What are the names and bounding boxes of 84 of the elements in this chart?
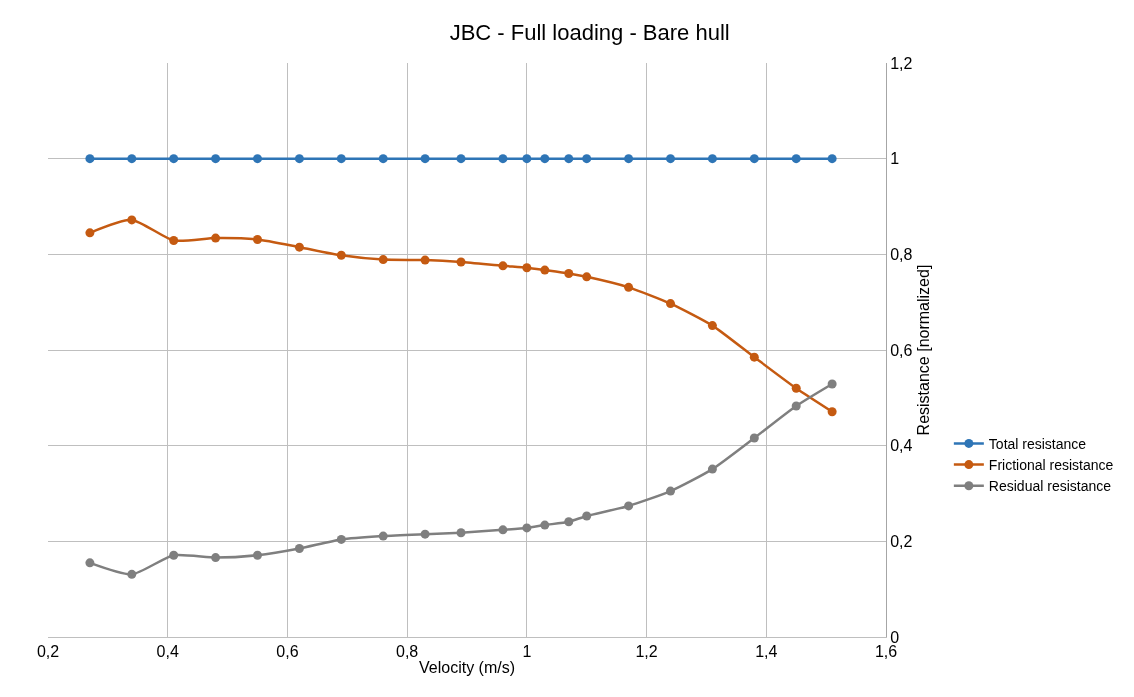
- point: [253, 154, 262, 164]
- legend-label: Total resistance: [988, 435, 1087, 452]
- x-tick-label: 0,2: [36, 643, 60, 661]
- point: [707, 321, 717, 331]
- point: [564, 268, 574, 278]
- x-tick-label: 1: [522, 643, 532, 661]
- y2-tick-label: 0: [890, 628, 900, 646]
- point: [749, 433, 759, 443]
- point: [211, 154, 221, 164]
- y2-axis-title: Resistance [normalized]: [915, 264, 933, 436]
- point: [540, 520, 550, 530]
- point: [336, 534, 346, 544]
- point: [624, 154, 634, 164]
- legend-label: Residual resistance: [988, 478, 1112, 495]
- point: [666, 486, 676, 496]
- point: [582, 511, 592, 521]
- point: [624, 282, 634, 292]
- y2-tick-label: 1: [890, 150, 900, 168]
- point: [127, 154, 137, 164]
- point: [666, 299, 676, 309]
- point: [749, 352, 759, 362]
- point: [582, 154, 592, 164]
- point: [378, 255, 388, 265]
- y2-tick-label: 0,2: [890, 532, 913, 550]
- x-tick-label: 0,8: [396, 643, 419, 661]
- point: [827, 407, 837, 417]
- y2-tick-label: 1,2: [890, 54, 913, 72]
- point: [456, 257, 466, 267]
- point: [294, 544, 304, 554]
- point: [420, 154, 430, 164]
- point: [420, 255, 430, 265]
- point: [253, 550, 262, 560]
- x-tick-label: 1,2: [635, 643, 658, 661]
- legend-label: Frictional resistance: [988, 457, 1114, 474]
- point: [169, 154, 179, 164]
- point: [666, 154, 676, 164]
- point: [456, 528, 466, 538]
- point: [707, 464, 717, 474]
- point: [253, 235, 262, 245]
- point: [336, 154, 346, 164]
- point: [169, 235, 179, 245]
- point: [827, 379, 837, 389]
- x-tick-label: 1,6: [874, 643, 898, 661]
- point: [498, 525, 508, 535]
- point: [211, 553, 221, 563]
- point: [85, 558, 95, 568]
- point: [378, 154, 388, 164]
- point: [540, 154, 550, 164]
- point: [791, 401, 801, 411]
- point: [85, 154, 95, 164]
- point: [294, 154, 304, 164]
- point: [169, 550, 179, 560]
- point: [522, 523, 532, 533]
- point: [791, 383, 801, 393]
- point: [540, 265, 550, 275]
- point: [420, 529, 430, 539]
- point: [749, 154, 759, 164]
- x-tick-label: 1,4: [755, 643, 778, 661]
- point: [624, 501, 634, 511]
- x-tick-label: 0,6: [276, 643, 299, 661]
- point: [791, 154, 801, 164]
- point: [294, 242, 304, 252]
- point: [378, 531, 388, 541]
- point: [582, 272, 592, 282]
- x-axis-title: Velocity (m/s): [418, 658, 516, 676]
- point: [522, 154, 532, 164]
- point: [498, 261, 508, 271]
- point: [85, 228, 95, 238]
- y2-tick-label: 0,8: [890, 245, 913, 263]
- x-tick-label: 0,4: [156, 643, 179, 661]
- point: [336, 250, 346, 260]
- point: [707, 154, 717, 164]
- point: [127, 215, 137, 225]
- point: [456, 154, 466, 164]
- chart-title: JBC - Full loading - Bare hull: [449, 19, 730, 45]
- point: [498, 154, 508, 164]
- point: [564, 154, 574, 164]
- point: [211, 233, 221, 243]
- point: [127, 569, 137, 579]
- point: [522, 263, 532, 273]
- point: [564, 517, 574, 527]
- y2-tick-label: 0,6: [890, 341, 913, 359]
- point: [827, 154, 837, 164]
- y2-tick-label: 0,4: [890, 437, 913, 455]
